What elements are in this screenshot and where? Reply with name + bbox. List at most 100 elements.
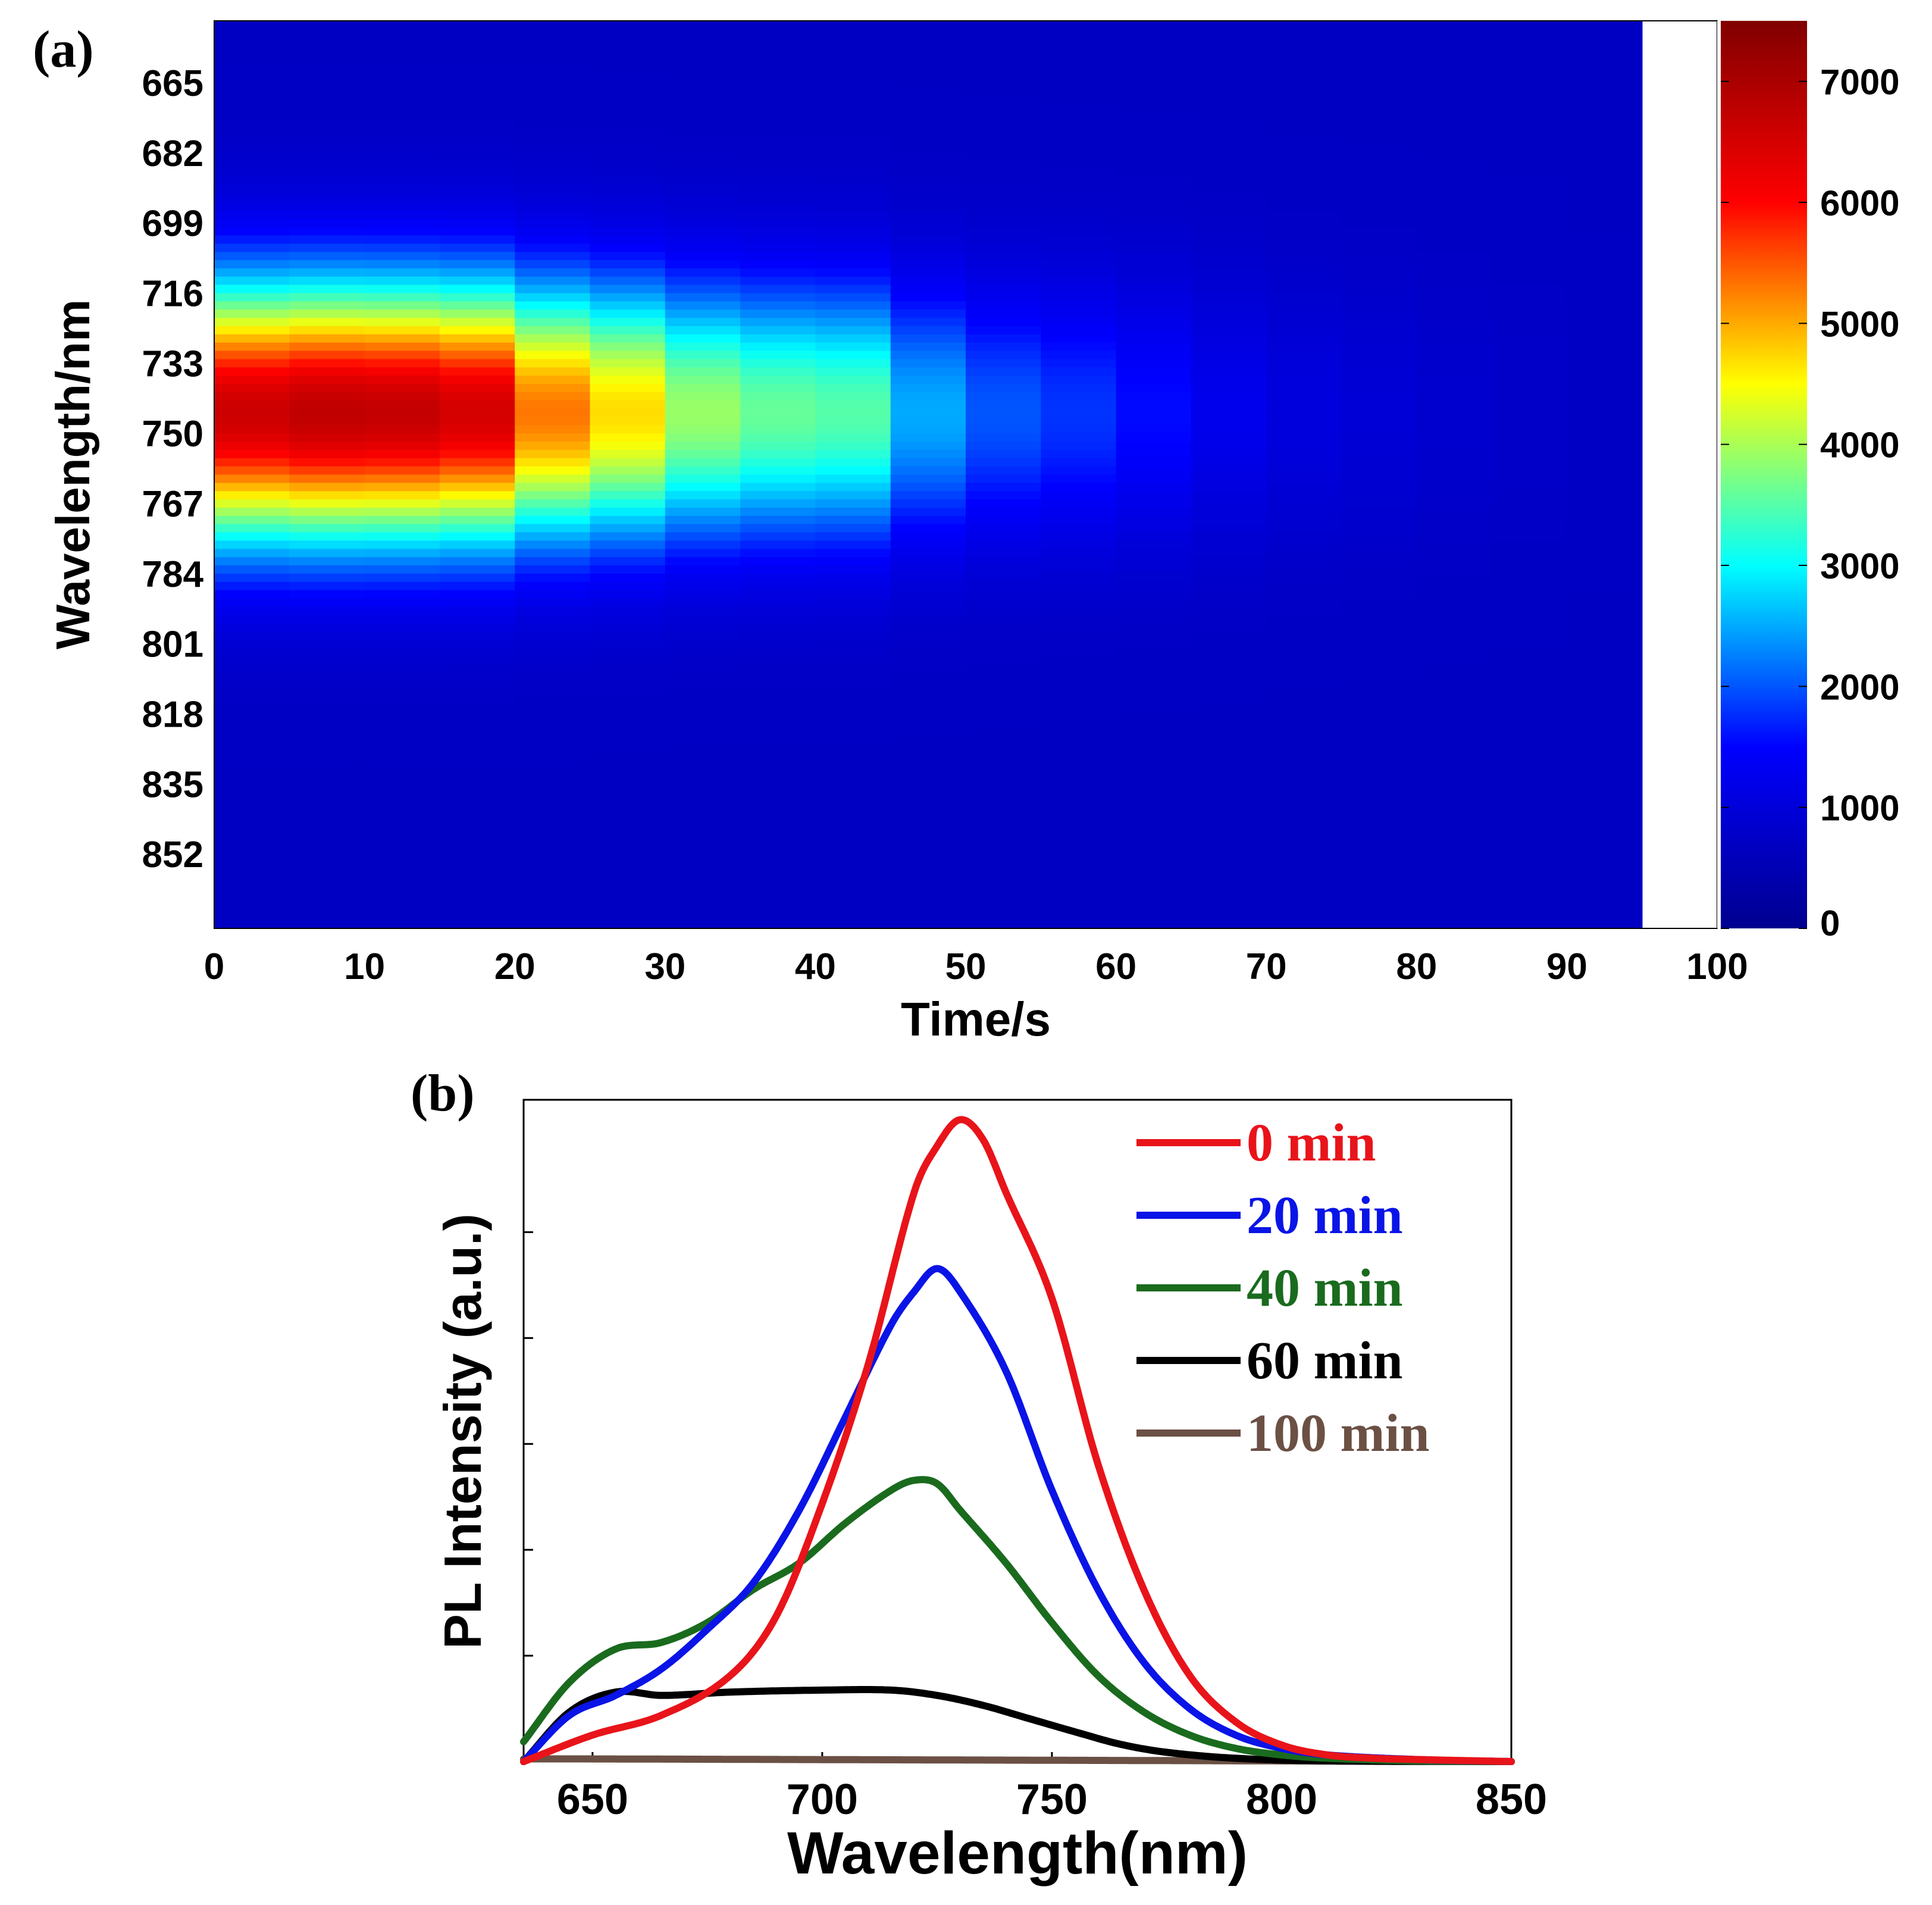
- heatmap-cell: [1567, 293, 1643, 302]
- heatmap-cell: [1567, 788, 1643, 797]
- heatmap-cell: [1341, 697, 1417, 706]
- heatmap-cell: [1191, 499, 1267, 508]
- heatmap-cell: [439, 474, 515, 484]
- heatmap-cell: [1416, 887, 1492, 896]
- heatmap-cell: [1567, 805, 1643, 814]
- heatmap-cell: [890, 318, 966, 327]
- heatmap-cell: [815, 45, 891, 55]
- heatmap-cell: [364, 912, 440, 921]
- heatmap-cell: [740, 714, 816, 723]
- heatmap-cell: [966, 532, 1042, 542]
- heatmap-cell: [1116, 689, 1192, 698]
- heatmap-cell: [966, 656, 1042, 665]
- heatmap-cell: [1266, 483, 1342, 492]
- heatmap-cell: [665, 301, 741, 311]
- heatmap-cell: [289, 29, 365, 38]
- heatmap-cell: [1492, 367, 1568, 376]
- heatmap-cell: [439, 301, 515, 311]
- heatmap-cell: [665, 862, 741, 871]
- heatmap-cell: [214, 136, 290, 145]
- heatmap-cell: [966, 672, 1042, 681]
- heatmap-cell: [665, 351, 741, 360]
- heatmap-cell: [590, 37, 666, 46]
- heatmap-cell: [815, 524, 891, 533]
- heatmap-cell: [1341, 755, 1417, 764]
- heatmap-cell: [364, 177, 440, 187]
- heatmap-cell: [1041, 186, 1117, 195]
- heatmap-cell: [1492, 284, 1568, 294]
- heatmap-cell: [590, 21, 666, 30]
- heatmap-cell: [590, 79, 666, 87]
- heatmap-cell: [439, 449, 515, 459]
- heatmap-cell: [1266, 499, 1342, 508]
- heatmap-cell: [966, 145, 1042, 154]
- heatmap-cell: [289, 623, 365, 632]
- heatmap-cell: [515, 846, 591, 855]
- heatmap-cell: [815, 565, 891, 574]
- heatmap-cell: [1116, 177, 1192, 187]
- heatmap-cell: [1341, 301, 1417, 311]
- heatmap-cell: [815, 376, 891, 384]
- heatmap-cell: [515, 920, 591, 929]
- heatmap-cell: [1416, 730, 1492, 739]
- heatmap-cell: [815, 598, 891, 608]
- heatmap-cell: [515, 821, 591, 830]
- heatmap-cell: [815, 532, 891, 542]
- heatmap-cell: [214, 392, 290, 401]
- heatmap-cell: [890, 152, 966, 162]
- heatmap-cell: [289, 45, 365, 55]
- heatmap-cell: [590, 227, 666, 236]
- heatmap-cell: [1416, 260, 1492, 269]
- heatmap-cell: [214, 37, 290, 46]
- heatmap-cell: [1416, 268, 1492, 277]
- heatmap-cell: [1341, 598, 1417, 608]
- heatmap-cell: [890, 598, 966, 608]
- heatmap-cell: [665, 326, 741, 335]
- heatmap-cell: [740, 631, 816, 640]
- heatmap-cell: [590, 647, 666, 657]
- heatmap-cell: [439, 598, 515, 608]
- heatmap-cell: [740, 540, 816, 550]
- heatmap-cell: [1416, 739, 1492, 747]
- heatmap-cell: [1116, 812, 1192, 822]
- heatmap-cell: [439, 62, 515, 71]
- heatmap-cell: [1341, 103, 1417, 112]
- heatmap-cell: [590, 376, 666, 384]
- heatmap-cell: [1116, 714, 1192, 723]
- heatmap-cell: [590, 722, 666, 731]
- heatmap-cell: [515, 359, 591, 368]
- heatmap-cell: [1266, 243, 1342, 252]
- heatmap-cell: [890, 29, 966, 38]
- heatmap-cell: [590, 169, 666, 179]
- heatmap-cell: [1191, 70, 1267, 79]
- heatmap-cell: [1341, 854, 1417, 863]
- heatmap-cell: [1416, 111, 1492, 121]
- heatmap-cell: [1567, 120, 1643, 129]
- heatmap-cell: [214, 837, 290, 847]
- heatmap-cell: [740, 598, 816, 608]
- heatmap-cell: [815, 351, 891, 360]
- heatmap-cell: [1041, 771, 1117, 781]
- heatmap-cell: [1567, 780, 1643, 789]
- heatmap-cell: [1492, 515, 1568, 525]
- heatmap-cell: [289, 79, 365, 87]
- heatmap-cell: [590, 120, 666, 129]
- heatmap-cell: [966, 21, 1042, 30]
- heatmap-cell: [1416, 590, 1492, 599]
- heatmap-cell: [1116, 408, 1192, 418]
- heatmap-cell: [515, 705, 591, 715]
- heatmap-cell: [815, 177, 891, 187]
- heatmap-cell: [1492, 846, 1568, 855]
- heatmap-cell: [665, 697, 741, 706]
- heatmap-cell: [815, 672, 891, 681]
- heatmap-cell: [1116, 821, 1192, 830]
- heatmap-cell: [364, 111, 440, 121]
- heatmap-cell: [1266, 376, 1342, 384]
- heatmap-cell: [1416, 474, 1492, 484]
- heatmap-cell: [966, 194, 1042, 203]
- heatmap-cell: [966, 483, 1042, 492]
- heatmap-cell: [214, 549, 290, 558]
- heatmap-cell: [289, 515, 365, 525]
- heatmap-cell: [439, 763, 515, 772]
- heatmap-cell: [364, 136, 440, 145]
